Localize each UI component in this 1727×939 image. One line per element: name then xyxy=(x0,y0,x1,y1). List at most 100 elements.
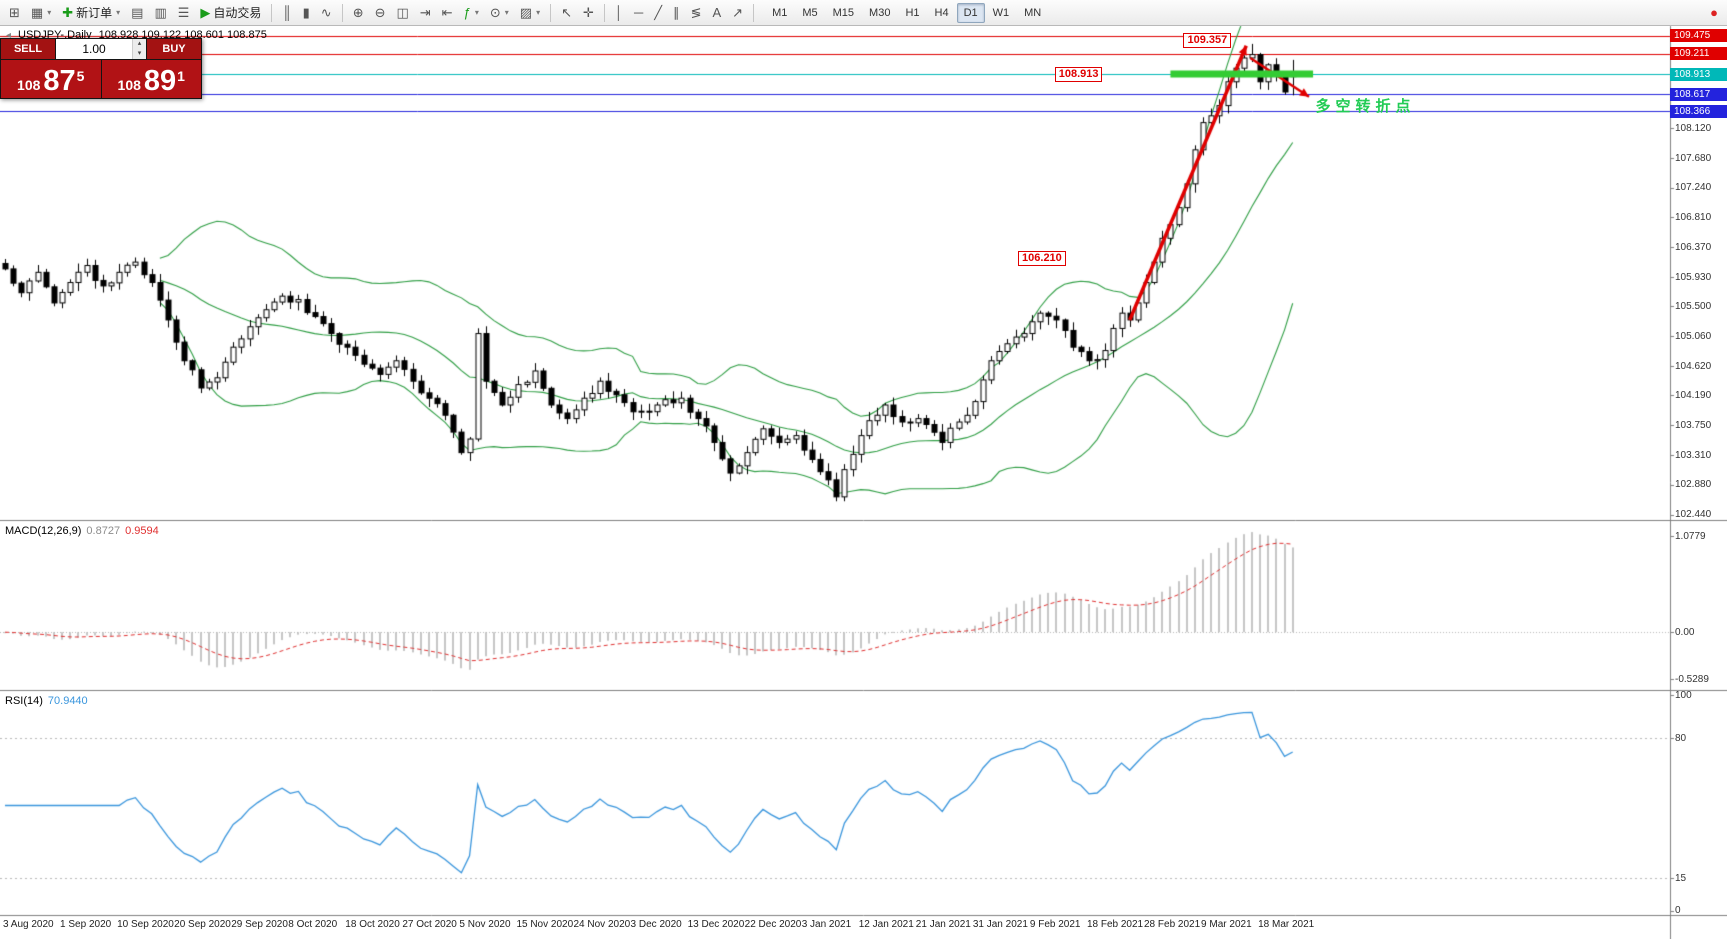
zoom-in-icon: ⊕ xyxy=(352,5,364,20)
caret-down-icon: ▾ xyxy=(504,8,509,17)
channel-icon[interactable]: ∥ xyxy=(668,2,685,24)
trendline-icon[interactable]: ╱ xyxy=(649,2,667,24)
indicators-icon[interactable]: ƒ ▾ xyxy=(459,2,484,24)
price-line-label: 108.913 xyxy=(1670,67,1727,81)
tf-button-m30[interactable]: M30 xyxy=(862,3,897,23)
toolbar: ⊞ ▦ ▾ ✚ 新订单 ▾ ▤ ▥ ☰ ▶ 自动交易 ║ ▮ ∿ ⊕ ⊖ ◫ ⇥ ⇤ ƒ ▾ ⊙ ▾ ▨ ▾ ↖ ✛ │ ─ ╱ ∥ ≶ A ↗ M… xyxy=(0,0,1727,26)
tf-button-m5[interactable]: M5 xyxy=(795,3,824,23)
support-price-label[interactable]: 106.210 xyxy=(1018,251,1066,267)
data-window-icon[interactable]: ▥ xyxy=(149,2,171,24)
templates-icon[interactable]: ▨ ▾ xyxy=(515,2,545,24)
buy-price[interactable]: 108 89 1 xyxy=(101,60,201,98)
date-label: 10 Sep 2020 xyxy=(117,919,174,930)
red-circle-icon[interactable]: ● xyxy=(1705,2,1723,24)
auto-scroll-icon[interactable]: ⇥ xyxy=(415,2,436,24)
crosshair-icon[interactable]: ✛ xyxy=(578,2,599,24)
sell-price[interactable]: 108 87 5 xyxy=(1,60,101,98)
tf-button-w1[interactable]: W1 xyxy=(986,3,1017,23)
tf-button-m15[interactable]: M15 xyxy=(826,3,861,23)
line-chart-icon: ∿ xyxy=(320,5,332,20)
collapse-arrow-icon[interactable]: ◂ xyxy=(6,29,12,41)
auto-trading-button[interactable]: ▶ 自动交易 xyxy=(195,2,266,24)
price-tick-label: 105.060 xyxy=(1675,330,1712,342)
price-tick-label: 105.500 xyxy=(1675,300,1712,312)
vertical-line-icon: │ xyxy=(614,5,624,20)
tile-windows-icon: ◫ xyxy=(396,5,409,20)
rsi-scale-label: 15 xyxy=(1675,872,1687,884)
date-label: 3 Jan 2021 xyxy=(801,919,852,930)
tf-button-m1[interactable]: M1 xyxy=(765,3,794,23)
price-tick-label: 106.370 xyxy=(1675,241,1712,253)
date-label: 9 Mar 2021 xyxy=(1201,919,1252,930)
profiles-icon: ▦ xyxy=(30,5,44,20)
chart-shift-icon[interactable]: ⇤ xyxy=(437,2,458,24)
date-label: 28 Feb 2021 xyxy=(1144,919,1201,930)
new-order-icon: ✚ xyxy=(62,5,74,20)
cursor-icon[interactable]: ↖ xyxy=(556,2,577,24)
tf-button-h1[interactable]: H1 xyxy=(898,3,926,23)
date-label: 21 Jan 2021 xyxy=(915,919,971,930)
tile-windows-icon[interactable]: ◫ xyxy=(392,2,414,24)
peak-price-label[interactable]: 109.357 xyxy=(1183,32,1232,48)
caret-down-icon: ▾ xyxy=(536,8,541,17)
buy-button[interactable]: BUY xyxy=(147,39,201,59)
arrows-icon[interactable]: ↗ xyxy=(727,2,748,24)
toolbar-separator xyxy=(603,3,605,22)
candlestick-chart-icon: ▮ xyxy=(302,5,310,20)
caret-down-icon: ▾ xyxy=(47,8,52,17)
volume-down-icon[interactable]: ▾ xyxy=(133,49,146,59)
channel-icon: ∥ xyxy=(673,5,680,20)
candlestick-chart-icon[interactable]: ▮ xyxy=(298,2,315,24)
vertical-line-icon[interactable]: │ xyxy=(610,2,628,24)
tf-button-d1[interactable]: D1 xyxy=(956,2,985,23)
macd-scale-label: 0.00 xyxy=(1675,626,1695,638)
horizontal-line-icon[interactable]: ─ xyxy=(629,2,648,24)
macd-main-value: 0.8727 xyxy=(86,525,121,537)
rsi-scale-label: 0 xyxy=(1675,905,1681,917)
text-icon[interactable]: A xyxy=(708,2,727,24)
timeframe-group: M1 M5 M15 M30 H1 H4 D1 W1 MN xyxy=(765,2,1048,23)
date-label: 15 Nov 2020 xyxy=(516,919,574,930)
tf-button-h4[interactable]: H4 xyxy=(928,3,956,23)
date-label: 31 Jan 2021 xyxy=(972,919,1028,930)
price-tick-label: 104.620 xyxy=(1675,360,1712,372)
toolbar-separator xyxy=(753,3,755,22)
cursor-icon: ↖ xyxy=(561,5,573,20)
trendline-icon: ╱ xyxy=(654,5,663,20)
zoom-out-icon[interactable]: ⊖ xyxy=(370,2,391,24)
sell-price-point: 5 xyxy=(76,68,85,84)
new-chart-icon[interactable]: ⊞ xyxy=(4,2,25,24)
sell-button[interactable]: SELL xyxy=(1,39,55,59)
fibonacci-icon: ≶ xyxy=(690,5,702,20)
navigator-icon[interactable]: ☰ xyxy=(173,2,195,24)
navigator-icon: ☰ xyxy=(177,5,190,20)
new-chart-icon: ⊞ xyxy=(9,5,20,20)
resistance-price-label[interactable]: 108.913 xyxy=(1054,67,1103,83)
buy-price-pips: 89 xyxy=(143,65,177,97)
market-watch-icon[interactable]: ▤ xyxy=(126,2,148,24)
new-order-button[interactable]: ✚ 新订单 ▾ xyxy=(57,2,125,24)
volume-up-icon[interactable]: ▴ xyxy=(133,39,146,49)
price-scale[interactable]: 108.120 107.680 107.240 106.810 106.370 105.9… xyxy=(1670,0,1727,939)
periods-icon[interactable]: ⊙ ▾ xyxy=(485,2,514,24)
auto-scroll-icon: ⇥ xyxy=(419,5,431,20)
time-axis[interactable]: 3 Aug 2020 1 Sep 2020 10 Sep 2020 20 Sep 20… xyxy=(0,917,1670,939)
profiles-icon[interactable]: ▦ ▾ xyxy=(26,2,56,24)
turning-point-note[interactable]: 多空转折点 xyxy=(1315,97,1416,115)
volume-input[interactable] xyxy=(56,39,132,59)
toolbar-separator xyxy=(550,3,552,22)
price-line-label: 109.475 xyxy=(1670,29,1727,43)
rsi-name: RSI(14) xyxy=(5,695,43,707)
buy-price-prefix: 108 xyxy=(117,77,141,93)
line-chart-icon[interactable]: ∿ xyxy=(316,2,337,24)
zoom-out-icon: ⊖ xyxy=(374,5,386,20)
zoom-in-icon[interactable]: ⊕ xyxy=(348,2,369,24)
volume-spinner: ▴ ▾ xyxy=(132,39,146,59)
tf-button-mn[interactable]: MN xyxy=(1017,3,1048,23)
indicators-icon: ƒ xyxy=(463,5,471,20)
fibonacci-icon[interactable]: ≶ xyxy=(686,2,707,24)
auto-trading-icon: ▶ xyxy=(200,5,211,20)
bar-chart-icon[interactable]: ║ xyxy=(277,2,296,24)
